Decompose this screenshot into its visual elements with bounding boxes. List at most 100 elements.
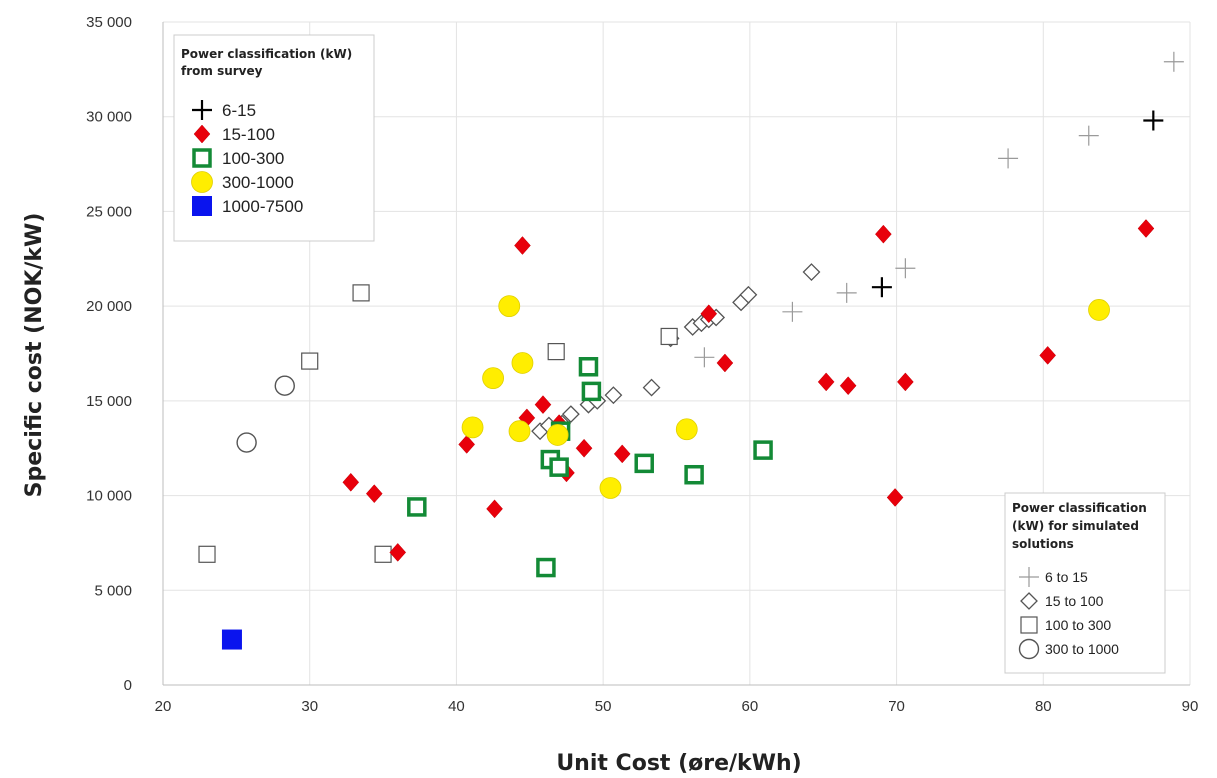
data-point bbox=[561, 405, 580, 424]
data-point bbox=[514, 236, 531, 255]
data-point bbox=[599, 477, 622, 499]
legend-label: 100-300 bbox=[222, 149, 284, 168]
legend-marker bbox=[1018, 638, 1040, 660]
series-15-to-100 bbox=[531, 263, 821, 441]
data-point bbox=[461, 416, 484, 439]
legend-label: 300 to 1000 bbox=[1045, 641, 1119, 657]
series-6-15 bbox=[871, 110, 1164, 298]
y-tick-label: 30 000 bbox=[86, 109, 132, 126]
data-point bbox=[547, 343, 565, 361]
data-point bbox=[998, 148, 1019, 169]
grid bbox=[163, 21, 1191, 685]
legend-marker bbox=[192, 196, 212, 216]
legend-label: 1000-7500 bbox=[222, 197, 303, 216]
legend-title: Power classification (kW) bbox=[181, 47, 352, 61]
x-tick-label: 50 bbox=[595, 698, 612, 715]
data-point bbox=[486, 499, 503, 519]
data-point bbox=[221, 629, 242, 650]
legend-title: from survey bbox=[181, 64, 263, 78]
data-point bbox=[895, 258, 916, 279]
data-point bbox=[352, 284, 370, 302]
data-point bbox=[458, 435, 476, 454]
x-tick-label: 80 bbox=[1035, 698, 1052, 715]
data-point bbox=[511, 352, 534, 374]
data-point bbox=[1088, 299, 1110, 321]
x-tick-label: 40 bbox=[448, 698, 465, 715]
y-tick-label: 25 000 bbox=[86, 203, 132, 220]
legend-title: solutions bbox=[1012, 537, 1074, 551]
data-point bbox=[634, 453, 654, 474]
data-point bbox=[374, 545, 392, 563]
data-point bbox=[546, 424, 569, 446]
data-point bbox=[365, 484, 383, 504]
x-tick-label: 90 bbox=[1182, 698, 1199, 715]
x-tick-label: 70 bbox=[888, 698, 905, 715]
data-point bbox=[886, 488, 904, 507]
data-point bbox=[198, 545, 216, 563]
data-point bbox=[817, 372, 835, 392]
x-tick-label: 20 bbox=[155, 698, 172, 715]
data-point bbox=[716, 353, 734, 373]
series-1000-7500 bbox=[221, 629, 242, 650]
legend-marker bbox=[191, 171, 213, 193]
x-tick-label: 30 bbox=[301, 698, 318, 715]
legend-marker bbox=[192, 148, 212, 168]
legend-title: (kW) for simulated bbox=[1012, 519, 1139, 533]
series-15-100 bbox=[342, 219, 1155, 562]
data-point bbox=[1137, 219, 1155, 238]
data-point bbox=[753, 440, 773, 460]
data-point bbox=[549, 457, 569, 477]
data-points bbox=[198, 51, 1184, 650]
data-point bbox=[839, 376, 857, 396]
legend-title: Power classification bbox=[1012, 501, 1147, 515]
x-tick-label: 60 bbox=[742, 698, 759, 715]
data-point bbox=[534, 395, 552, 415]
legend-marker bbox=[1020, 592, 1038, 610]
y-tick-label: 0 bbox=[124, 677, 132, 694]
data-point bbox=[536, 557, 556, 578]
data-point bbox=[482, 367, 505, 390]
series-100-to-300 bbox=[198, 284, 678, 563]
data-point bbox=[660, 327, 678, 346]
data-point bbox=[613, 444, 631, 464]
data-point bbox=[342, 472, 360, 492]
y-tick-label: 35 000 bbox=[86, 14, 132, 31]
y-axis-title: Specific cost (NOK/kW) bbox=[22, 213, 47, 498]
legend-marker bbox=[193, 124, 211, 144]
legend-label: 6 to 15 bbox=[1045, 569, 1088, 585]
y-tick-label: 5 000 bbox=[94, 582, 132, 599]
data-point bbox=[875, 224, 892, 244]
data-point bbox=[581, 381, 602, 402]
data-point bbox=[694, 347, 715, 368]
data-point bbox=[802, 263, 821, 281]
data-point bbox=[675, 418, 698, 441]
data-point bbox=[782, 301, 803, 322]
legend-marker bbox=[1020, 616, 1038, 634]
legend-label: 15-100 bbox=[222, 125, 275, 144]
series-300-to-1000 bbox=[236, 375, 295, 453]
series-6-to-15 bbox=[694, 51, 1184, 368]
data-point bbox=[274, 375, 295, 396]
y-tick-label: 10 000 bbox=[86, 488, 132, 505]
data-point bbox=[897, 372, 914, 392]
simulated-legend: Power classification (kW) for simulated so… bbox=[1004, 492, 1166, 674]
data-point bbox=[508, 420, 531, 443]
data-point bbox=[1163, 51, 1184, 72]
series-300-1000 bbox=[461, 295, 1110, 499]
data-point bbox=[642, 378, 661, 397]
y-tick-label: 15 000 bbox=[86, 393, 132, 410]
x-axis-title: Unit Cost (øre/kWh) bbox=[556, 751, 801, 776]
data-point bbox=[1078, 125, 1099, 146]
legend-label: 300-1000 bbox=[222, 173, 294, 192]
y-tick-label: 20 000 bbox=[86, 298, 132, 315]
axes: 20 30 40 50 60 70 80 90 0 5 000 10 000 15 000 20 000… bbox=[86, 14, 1198, 715]
data-point bbox=[604, 386, 623, 405]
data-point bbox=[700, 304, 718, 324]
data-point bbox=[578, 357, 599, 377]
data-point bbox=[301, 352, 319, 370]
data-point bbox=[1039, 346, 1057, 365]
data-point bbox=[836, 282, 857, 303]
legend-marker bbox=[192, 100, 212, 120]
data-point bbox=[871, 277, 892, 298]
